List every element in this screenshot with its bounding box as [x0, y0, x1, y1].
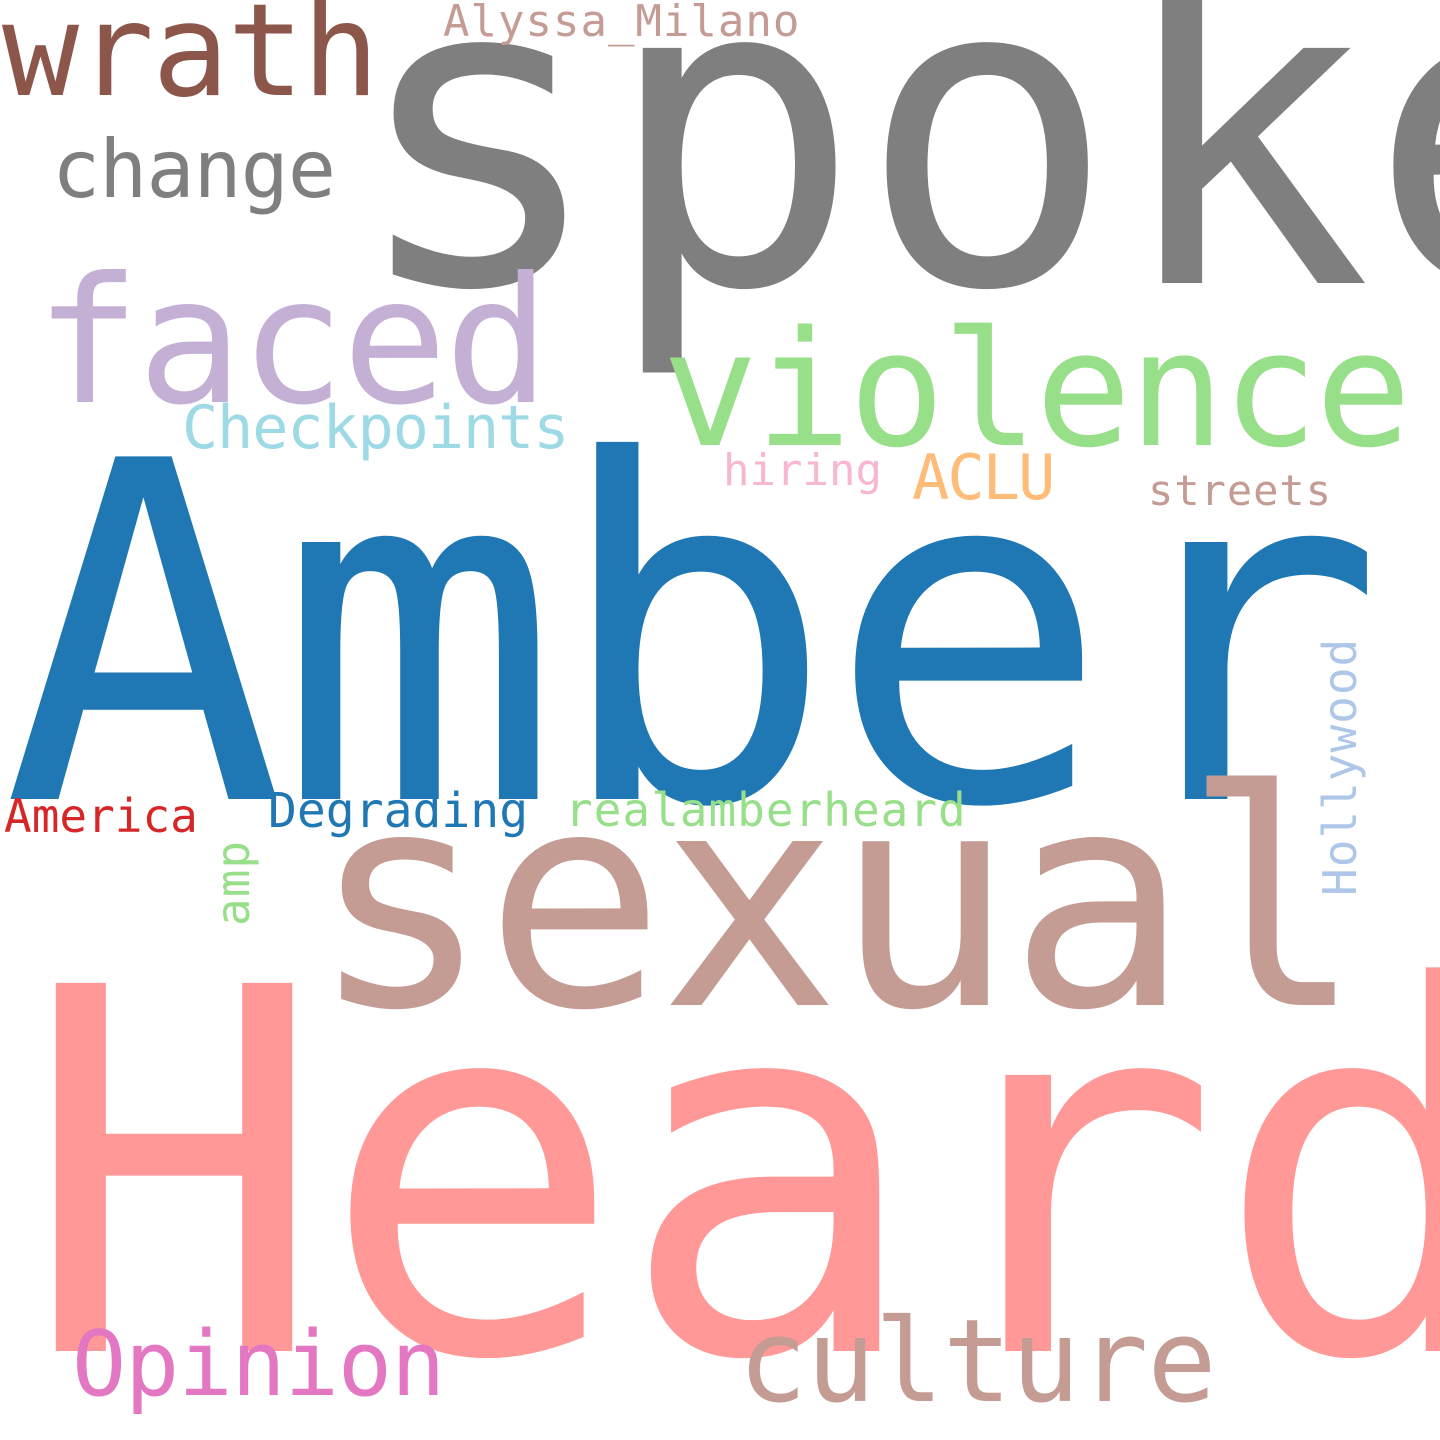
word-faced: faced — [35, 241, 550, 444]
word-spoke: spoke — [348, 0, 1440, 385]
word-aclu: ACLU — [912, 441, 1055, 514]
word-wrath: wrath — [2, 0, 379, 126]
word-culture: culture — [738, 1295, 1217, 1429]
word-change: change — [52, 123, 336, 216]
word-realamberheard: realamberheard — [565, 783, 967, 837]
word-sexual: sexual — [310, 727, 1364, 1076]
word-opinion: Opinion — [72, 1312, 445, 1417]
word-degrading: Degrading — [268, 783, 529, 839]
word-america: America — [4, 789, 198, 843]
word-amber: Amber — [2, 363, 1385, 910]
word-streets: streets — [1148, 466, 1333, 515]
word-violence: violence — [662, 296, 1412, 483]
word-hiring: hiring — [723, 445, 882, 496]
word-amp: amp — [206, 839, 260, 926]
word-alyssa-milano: Alyssa_Milano — [443, 0, 801, 47]
word-checkpoints: Checkpoints — [182, 393, 569, 463]
word-hollywood: Hollywood — [1313, 637, 1367, 896]
word-heard: Heard — [22, 883, 1440, 1440]
